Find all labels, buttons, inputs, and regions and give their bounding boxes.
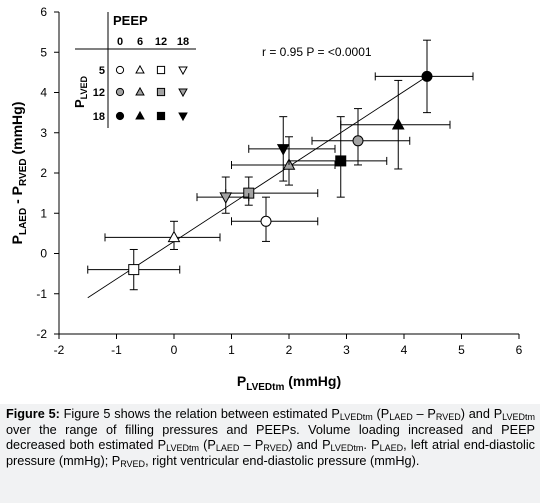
y-tick-label: 2 xyxy=(40,166,47,180)
x-tick-label: 5 xyxy=(458,343,465,357)
legend-marker-triangle-up xyxy=(135,64,145,74)
data-marker-triangle-up xyxy=(167,230,181,243)
data-marker-circle xyxy=(260,215,272,227)
y-axis-label-sub2: RVED xyxy=(18,158,29,186)
data-point xyxy=(248,116,336,182)
legend-marker-triangle-down xyxy=(178,66,188,76)
x-ticks: -2 -1 0 1 2 3 4 5 6 xyxy=(54,334,523,357)
legend-peep-value: 6 xyxy=(137,36,143,48)
legend-marker-circle xyxy=(115,111,125,121)
x-tick-label: -2 xyxy=(54,343,65,357)
caption-subscript: RVED xyxy=(435,412,461,422)
caption-text: Figure 5 shows the relation between esti… xyxy=(6,407,536,470)
data-point xyxy=(104,220,221,250)
caption-subscript: LVEDtm xyxy=(339,412,373,422)
caption-subscript: LAED xyxy=(215,443,240,454)
legend-marker-triangle-down xyxy=(178,112,188,122)
y-tick-label: 0 xyxy=(40,247,47,261)
data-marker-triangle-up xyxy=(391,117,405,130)
y-tick-label: -1 xyxy=(36,287,47,301)
caption-subscript: LAED xyxy=(389,412,413,422)
y-axis-label-sub1: LAED xyxy=(18,208,29,235)
x-axis-label-unit: (mmHg) xyxy=(284,373,341,389)
caption-subscript: LAED xyxy=(379,443,404,454)
legend-marker-triangle-up xyxy=(135,110,145,120)
y-axis-label: PLAED - PRVED (mmHg) xyxy=(9,102,29,245)
legend-marker-square xyxy=(156,87,166,97)
x-axis-label-main: P xyxy=(237,373,246,389)
legend-lved-values: 5 12 18 xyxy=(93,65,105,123)
x-tick-label: 4 xyxy=(401,343,408,357)
caption-subscript: LVEDtm xyxy=(502,412,536,422)
caption-label: Figure 5: xyxy=(6,407,60,421)
data-point xyxy=(340,79,451,170)
y-tick-label: 1 xyxy=(40,206,47,220)
legend-peep-values: 0 6 12 18 xyxy=(117,36,189,48)
x-tick-label: 3 xyxy=(343,343,350,357)
x-tick-label: 0 xyxy=(171,343,178,357)
x-axis-label-sub: LVEDtm xyxy=(246,382,284,393)
x-tick-label: -1 xyxy=(111,343,122,357)
legend-row-title-sub: LVED xyxy=(79,75,89,99)
data-marker-circle xyxy=(421,70,433,82)
y-ticks: -2 -1 0 1 2 3 4 5 6 xyxy=(36,5,59,341)
y-axis-label-mid: - P xyxy=(9,186,25,208)
data-point xyxy=(196,176,250,214)
y-tick-label: -2 xyxy=(36,327,47,341)
y-axis-label-main: P xyxy=(9,235,25,244)
data-marker-circle xyxy=(352,135,364,147)
data-point xyxy=(374,39,474,114)
legend-marker-circle xyxy=(115,87,125,97)
data-point xyxy=(87,248,181,291)
figure-caption: Figure 5: Figure 5 shows the relation be… xyxy=(0,404,540,503)
x-tick-label: 6 xyxy=(516,343,523,357)
data-point xyxy=(225,176,319,206)
legend-marker-triangle-down xyxy=(178,88,188,98)
data-point xyxy=(231,196,319,242)
legend-marker-circle xyxy=(115,65,125,75)
caption-subscript: RVED xyxy=(120,459,146,470)
data-points xyxy=(87,39,474,291)
x-axis-label: PLVEDtm (mmHg) xyxy=(237,373,341,393)
data-marker-triangle-down xyxy=(219,192,233,204)
x-tick-label: 1 xyxy=(228,343,235,357)
data-point xyxy=(288,116,388,198)
legend-markers xyxy=(115,64,188,122)
y-tick-label: 5 xyxy=(40,45,47,59)
legend-row-title-main: P xyxy=(72,99,87,108)
caption-subscript: LVEDtm xyxy=(330,443,364,454)
caption-subscript: LVEDtm xyxy=(166,443,199,454)
legend-peep-value: 0 xyxy=(117,36,123,48)
legend: PEEP PLVED 0 6 12 18 5 12 18 xyxy=(72,12,196,128)
y-tick-label: 4 xyxy=(40,86,47,100)
y-tick-label: 6 xyxy=(40,5,47,19)
data-marker-square xyxy=(335,155,347,167)
legend-row-title: PLVED xyxy=(72,75,89,108)
legend-lved-value: 5 xyxy=(99,65,105,77)
legend-marker-square xyxy=(156,65,166,75)
regression-line xyxy=(87,76,428,299)
correlation-annotation: r = 0.95 P = <0.0001 xyxy=(262,45,372,59)
legend-lved-value: 18 xyxy=(93,111,105,123)
y-tick-label: 3 xyxy=(40,126,47,140)
data-marker-triangle-down xyxy=(276,144,290,156)
legend-lved-value: 12 xyxy=(93,87,105,99)
legend-marker-square xyxy=(156,111,166,121)
legend-peep-value: 18 xyxy=(177,36,189,48)
data-marker-square xyxy=(128,264,140,276)
x-tick-label: 2 xyxy=(286,343,293,357)
legend-peep-value: 12 xyxy=(155,36,167,48)
y-axis-label-unit: (mmHg) xyxy=(9,102,25,159)
caption-subscript: RVED xyxy=(263,443,289,454)
legend-title-peep: PEEP xyxy=(113,13,148,28)
legend-marker-triangle-up xyxy=(135,86,145,96)
data-point xyxy=(311,108,411,166)
